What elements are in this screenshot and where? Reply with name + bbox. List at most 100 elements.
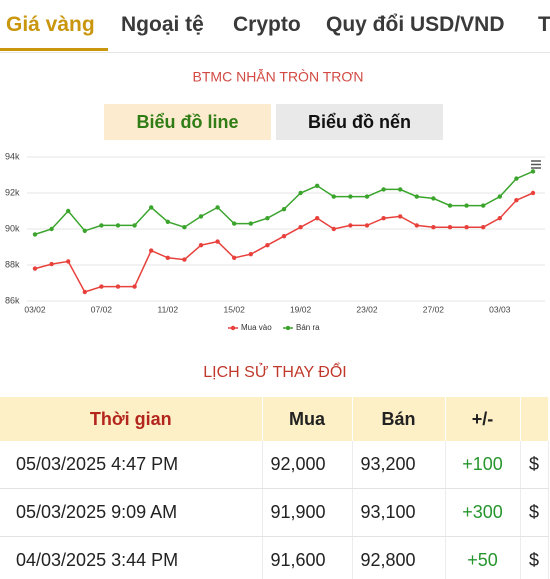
data-point bbox=[431, 196, 436, 201]
history-table: Thời gian Mua Bán +/- 05/03/2025 4:47 PM… bbox=[0, 397, 549, 579]
header-cell: Thời gian bbox=[0, 397, 263, 441]
data-point bbox=[232, 255, 237, 260]
data-point bbox=[431, 225, 436, 230]
data-point bbox=[32, 232, 38, 237]
data-point bbox=[497, 216, 502, 221]
history-row: 05/03/2025 9:09 AM 91,900 93,100 +300 $ bbox=[0, 488, 549, 537]
y-tick-label: 94k bbox=[5, 151, 20, 161]
x-tick-label: 03/02 bbox=[24, 304, 46, 314]
data-point bbox=[464, 203, 469, 208]
cell: 93,100 bbox=[352, 488, 446, 537]
cell: 91,900 bbox=[262, 488, 353, 537]
data-point bbox=[530, 169, 536, 174]
data-point bbox=[215, 239, 220, 244]
data-point bbox=[414, 223, 419, 228]
tab[interactable]: Quy đổi USD/VND bbox=[326, 13, 505, 36]
data-point bbox=[298, 190, 303, 196]
data-point bbox=[49, 261, 54, 267]
x-tick-label: 03/03 bbox=[489, 304, 511, 314]
data-point bbox=[132, 223, 137, 228]
data-point bbox=[232, 221, 237, 226]
data-point bbox=[447, 203, 453, 208]
tab[interactable]: Ngoại tệ bbox=[121, 13, 204, 36]
cell: 05/03/2025 4:47 PM bbox=[0, 441, 263, 489]
data-point bbox=[198, 243, 204, 248]
data-point bbox=[165, 219, 170, 224]
tab-underline bbox=[0, 48, 108, 51]
data-point bbox=[331, 226, 336, 232]
data-point bbox=[99, 223, 104, 228]
data-point bbox=[248, 252, 253, 257]
cell: 91,600 bbox=[262, 536, 353, 579]
chart: BTMC NHẪN TRÒN TRƠN 86k 88k 90k 92k 94k 03/02… bbox=[5, 69, 545, 332]
data-point bbox=[364, 223, 370, 228]
data-point bbox=[265, 216, 270, 221]
cell: 92,800 bbox=[352, 536, 446, 579]
tab[interactable]: T bbox=[538, 13, 550, 36]
y-tick-label: 92k bbox=[5, 187, 20, 197]
series-line bbox=[34, 170, 534, 236]
data-point bbox=[481, 203, 486, 208]
data-point bbox=[215, 205, 220, 210]
data-point bbox=[66, 259, 71, 264]
cell: $ bbox=[520, 441, 549, 489]
data-point bbox=[514, 176, 519, 181]
cell: 93,200 bbox=[352, 441, 446, 489]
data-point bbox=[381, 216, 386, 221]
cell: +50 bbox=[445, 536, 521, 579]
data-point bbox=[348, 194, 353, 199]
data-point bbox=[414, 194, 419, 199]
cell: $ bbox=[520, 488, 549, 537]
data-point bbox=[99, 284, 104, 289]
y-tick-label: 90k bbox=[5, 223, 20, 233]
cell: 05/03/2025 9:09 AM bbox=[0, 488, 263, 537]
data-point bbox=[115, 223, 121, 228]
header-cell: +/- bbox=[445, 397, 521, 441]
data-point bbox=[281, 234, 287, 239]
data-point bbox=[248, 221, 253, 226]
legend-swatch bbox=[285, 325, 291, 331]
y-tick-label: 88k bbox=[5, 259, 20, 269]
data-point bbox=[497, 194, 502, 199]
cell: 04/03/2025 3:44 PM bbox=[0, 536, 263, 579]
history-row: 05/03/2025 4:47 PM 92,000 93,200 +100 $ bbox=[0, 441, 549, 489]
x-tick-label: 23/02 bbox=[356, 304, 378, 314]
data-point bbox=[82, 289, 88, 295]
cell: 92,000 bbox=[262, 441, 353, 489]
data-point bbox=[149, 205, 154, 210]
data-point bbox=[447, 225, 453, 230]
data-point bbox=[364, 194, 370, 199]
candle-button[interactable]: Biểu đồ nến bbox=[276, 104, 443, 140]
line-button[interactable]: Biểu đồ line bbox=[104, 104, 271, 140]
data-point bbox=[315, 216, 320, 221]
x-tick-label: 07/02 bbox=[91, 304, 113, 314]
data-point bbox=[514, 198, 519, 203]
data-point bbox=[481, 225, 486, 230]
data-point bbox=[464, 225, 469, 230]
data-point bbox=[198, 214, 204, 219]
y-tick-label: 86k bbox=[5, 295, 20, 305]
legend-swatch bbox=[230, 325, 236, 331]
menu-icon[interactable] bbox=[531, 160, 541, 169]
header-cell: Bán bbox=[352, 397, 446, 441]
tab-bar: Giá vàng Ngoại tệ Crypto Quy đổi USD/VND… bbox=[0, 0, 550, 53]
x-tick-label: 11/02 bbox=[157, 304, 178, 314]
data-point bbox=[265, 243, 270, 248]
header-cell bbox=[520, 397, 549, 441]
history-row: 04/03/2025 3:44 PM 91,600 92,800 +50 $ bbox=[0, 536, 549, 579]
tab[interactable]: Giá vàng bbox=[6, 13, 95, 36]
data-point bbox=[49, 226, 54, 232]
cell: $ bbox=[520, 536, 549, 579]
tab[interactable]: Crypto bbox=[233, 13, 301, 36]
data-point bbox=[149, 248, 154, 253]
legend-label: Bán ra bbox=[296, 323, 320, 332]
header-cell: Mua bbox=[262, 397, 353, 441]
data-point bbox=[331, 194, 336, 199]
chart-title: BTMC NHẪN TRÒN TRƠN bbox=[193, 69, 364, 85]
data-point bbox=[381, 187, 386, 192]
data-point bbox=[66, 208, 71, 214]
data-point bbox=[165, 255, 170, 260]
data-point bbox=[530, 190, 536, 196]
data-point bbox=[182, 257, 187, 262]
